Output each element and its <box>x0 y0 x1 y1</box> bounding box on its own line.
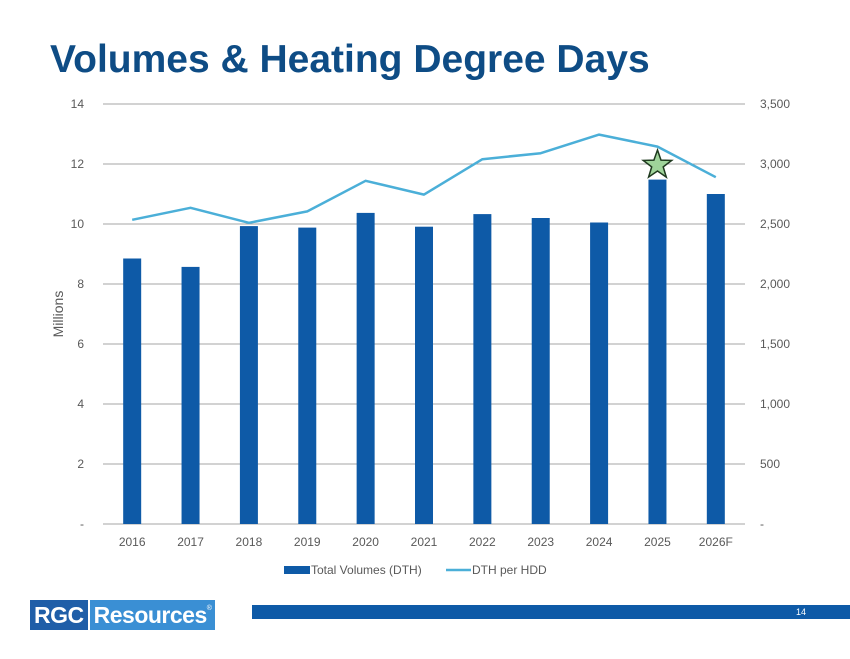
registered-mark: ® <box>206 605 212 612</box>
y-left-tick-label: 4 <box>77 397 84 411</box>
bar <box>239 226 258 524</box>
bar <box>356 212 375 524</box>
slide-title: Volumes & Heating Degree Days <box>50 38 650 81</box>
star-icon <box>641 147 674 179</box>
logo-resources-text: Resources <box>93 601 208 628</box>
bar <box>590 222 609 524</box>
bar <box>181 266 200 524</box>
bar-series <box>123 179 725 524</box>
x-tick-label: 2020 <box>352 535 379 549</box>
combo-chart: - - 2 500 4 1,000 6 1,500 8 2,000 10 2,500 12 3,000 14… <box>50 97 790 577</box>
x-tick-label: 2019 <box>294 535 321 549</box>
y-left-tick-label: 8 <box>77 277 84 291</box>
line-series <box>131 133 717 225</box>
x-tick-label: 2021 <box>411 535 438 549</box>
dth-per-hdd-line <box>131 133 717 225</box>
y-right-tick-label: 2,000 <box>760 277 790 291</box>
y-right-tick-label: 2,500 <box>760 217 790 231</box>
y-axis-title: Millions <box>50 291 66 338</box>
x-tick-label: 2024 <box>586 535 613 549</box>
logo-resources-block: Resources ® <box>89 600 216 630</box>
y-right-tick-label: - <box>760 517 764 531</box>
legend: Total Volumes (DTH) DTH per HDD <box>284 563 547 577</box>
y-right-tick-label: 500 <box>760 457 780 471</box>
y-right-tick-label: 3,000 <box>760 157 790 171</box>
x-tick-label: 2016 <box>119 535 146 549</box>
y-left-tick-label: - <box>80 517 84 531</box>
axis-labels: - - 2 500 4 1,000 6 1,500 8 2,000 10 2,500 12 3,000 14… <box>50 97 790 549</box>
annotations <box>641 147 674 179</box>
y-left-tick-label: 2 <box>77 457 84 471</box>
bar <box>706 194 725 524</box>
x-tick-label: 2025 <box>644 535 671 549</box>
bar <box>415 226 433 524</box>
y-left-tick-label: 6 <box>77 337 84 351</box>
bar <box>648 179 667 524</box>
y-left-tick-label: 12 <box>71 157 85 171</box>
x-tick-label: 2022 <box>469 535 496 549</box>
y-left-tick-label: 10 <box>71 217 85 231</box>
bar <box>298 227 317 524</box>
logo-divider <box>87 600 90 630</box>
y-right-tick-label: 3,500 <box>760 97 790 111</box>
y-right-tick-label: 1,500 <box>760 337 790 351</box>
bar <box>531 218 550 524</box>
bar <box>473 214 492 524</box>
bar <box>123 258 142 524</box>
legend-label: Total Volumes (DTH) <box>311 563 422 577</box>
x-tick-label: 2026F <box>699 535 733 549</box>
page-number: 14 <box>795 607 806 617</box>
y-right-tick-label: 1,000 <box>760 397 790 411</box>
y-left-tick-label: 14 <box>71 97 85 111</box>
x-tick-label: 2023 <box>527 535 554 549</box>
logo-rgc-text: RGC <box>30 600 88 630</box>
x-tick-label: 2018 <box>236 535 263 549</box>
footer-bar: 14 <box>252 605 850 619</box>
legend-swatch-bars <box>284 566 310 574</box>
legend-label: DTH per HDD <box>472 563 547 577</box>
x-tick-label: 2017 <box>177 535 204 549</box>
company-logo: RGC Resources ® <box>30 600 216 630</box>
